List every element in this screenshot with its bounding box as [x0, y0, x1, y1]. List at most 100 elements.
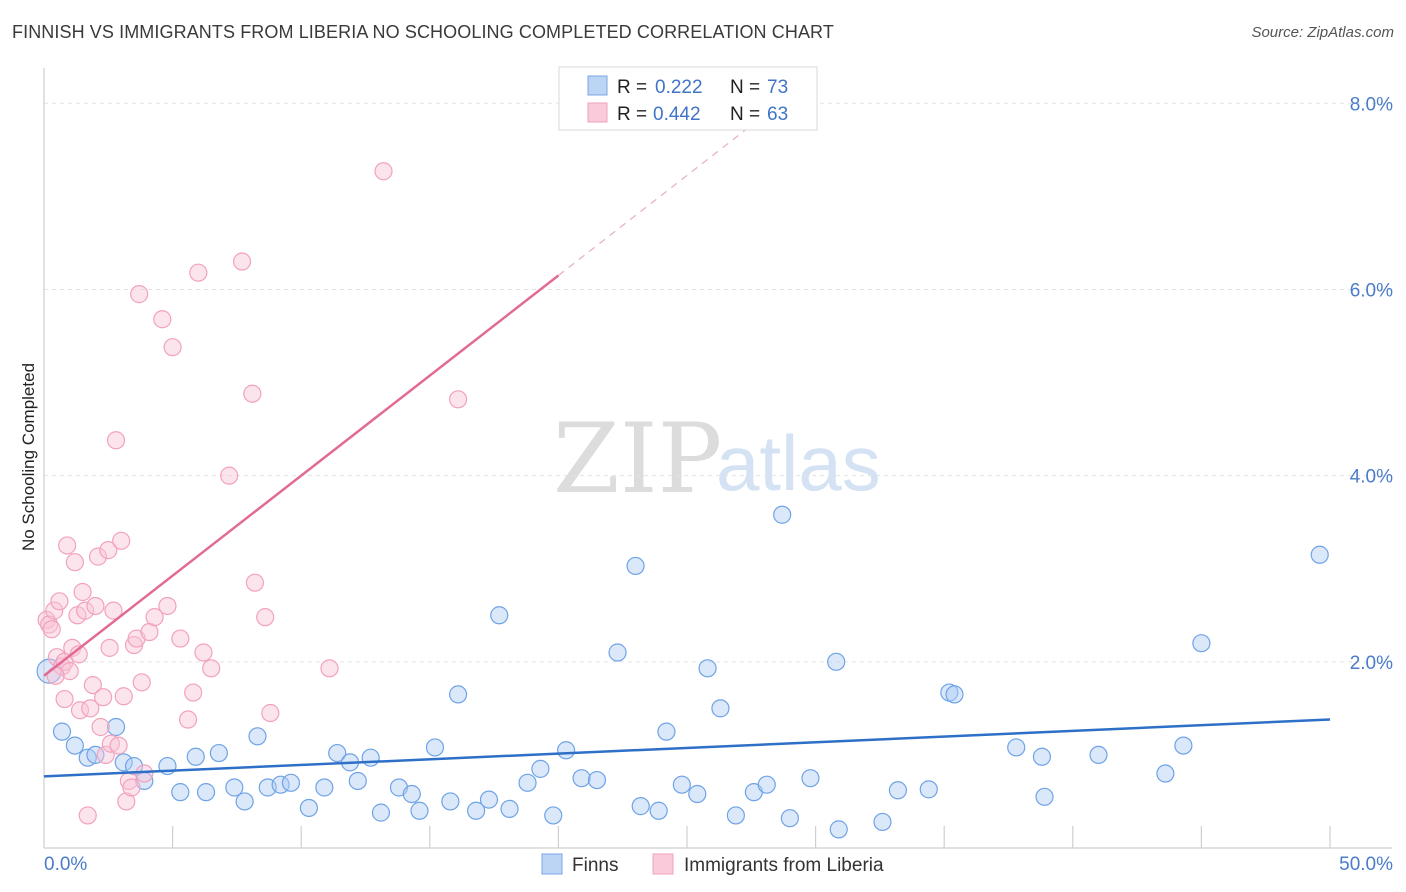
- legend-r-value-finns: 0.222: [655, 77, 703, 98]
- liberia-point: [153, 310, 172, 329]
- liberia-point: [184, 683, 203, 702]
- finns-point: [757, 775, 776, 794]
- liberia-point: [171, 629, 190, 648]
- liberia-point: [132, 673, 151, 692]
- finns-point: [410, 801, 429, 820]
- bottom-legend-swatch-finns: [541, 853, 563, 875]
- gridlines: [44, 102, 1392, 663]
- finns-point: [801, 769, 820, 788]
- liberia-point: [100, 638, 119, 657]
- series-finns: [36, 505, 1329, 839]
- liberia-point: [112, 531, 131, 550]
- finns-point: [479, 790, 499, 809]
- finns-point: [348, 771, 367, 791]
- chart-title: FINNISH VS IMMIGRANTS FROM LIBERIA NO SC…: [12, 22, 834, 42]
- legend-n-value-liberia: 63: [767, 104, 788, 125]
- legend-swatch-finns: [587, 75, 608, 96]
- finns-point: [688, 784, 707, 804]
- finns-point: [490, 606, 509, 625]
- finns-point: [106, 717, 126, 737]
- liberia-point: [78, 806, 97, 825]
- finns-point: [631, 797, 650, 816]
- finns-point: [1007, 738, 1026, 757]
- finns-point: [657, 722, 676, 741]
- finns-point: [1174, 736, 1193, 755]
- liberia-point: [163, 338, 182, 357]
- liberia-point: [45, 601, 64, 620]
- liberia-point: [83, 675, 102, 695]
- trend-lines: [43, 74, 1331, 778]
- finns-point: [315, 778, 334, 797]
- finns-point: [945, 685, 964, 704]
- y-tick-labels: 2.0% 4.0% 6.0% 8.0%: [1350, 94, 1393, 674]
- finns-point: [225, 778, 244, 797]
- finns-point: [698, 659, 717, 678]
- finns-point: [608, 643, 627, 662]
- finns-point: [829, 820, 848, 839]
- finns-point: [209, 743, 228, 763]
- x-tick-label-max: 50.0%: [1339, 854, 1393, 875]
- finns-point: [281, 773, 301, 792]
- finns-point: [1192, 634, 1211, 653]
- liberia-point: [220, 466, 239, 485]
- stats-legend: R = 0.222 N = 73 R = 0.442 N = 63: [558, 66, 818, 131]
- finns-point: [711, 699, 730, 718]
- liberia-point: [76, 601, 95, 620]
- finns-point: [186, 747, 205, 766]
- y-tick-label: 6.0%: [1350, 280, 1393, 301]
- liberia-point: [117, 792, 136, 811]
- finns-point: [52, 722, 72, 741]
- liberia-point: [194, 643, 213, 662]
- liberia-point: [178, 710, 198, 729]
- legend-swatch-liberia: [587, 102, 608, 123]
- finns-point: [402, 784, 421, 804]
- finns-point: [1310, 545, 1329, 564]
- finns-point: [888, 781, 908, 800]
- liberia-point: [320, 659, 339, 678]
- liberia-point: [88, 547, 108, 566]
- x-ticks: [172, 826, 1331, 848]
- finns-point: [1035, 787, 1054, 806]
- x-tick-label-min: 0.0%: [44, 854, 87, 875]
- liberia-point: [232, 252, 252, 271]
- liberia-point: [122, 778, 141, 797]
- y-axis-label: No Schooling Completed: [19, 363, 38, 551]
- finns-point: [726, 806, 745, 825]
- finns-point: [626, 556, 645, 576]
- legend-r-label-liberia: R =: [617, 104, 647, 125]
- legend-r-value-liberia: 0.442: [653, 104, 701, 125]
- finns-point: [500, 799, 519, 819]
- liberia-point: [261, 703, 280, 723]
- finns-point: [235, 792, 254, 811]
- liberia-point: [114, 687, 133, 706]
- liberia-point: [448, 390, 468, 409]
- finns-point: [86, 745, 105, 765]
- liberia-point: [158, 596, 177, 616]
- finns-point: [196, 783, 216, 802]
- liberia-point: [245, 573, 265, 592]
- y-tick-label: 2.0%: [1350, 653, 1393, 674]
- finns-point: [873, 812, 892, 832]
- liberia-trend-extension: [558, 74, 816, 277]
- source-label: Source: ZipAtlas.com: [1251, 24, 1394, 41]
- legend-n-label-liberia: N =: [730, 104, 760, 125]
- legend-n-value-finns: 73: [767, 77, 788, 98]
- finns-point: [1089, 745, 1108, 765]
- watermark-atlas: atlas: [716, 419, 881, 507]
- liberia-point: [189, 263, 208, 282]
- finns-point: [361, 748, 380, 767]
- finns-point: [171, 783, 190, 802]
- legend-r-label-finns: R =: [617, 77, 647, 98]
- finns-point: [773, 505, 792, 524]
- finns-trend-line: [43, 718, 1331, 778]
- finns-point: [531, 759, 550, 778]
- liberia-trend-line: [43, 274, 560, 677]
- liberia-point: [99, 541, 118, 560]
- bottom-legend-label-liberia: Immigrants from Liberia: [684, 855, 884, 876]
- finns-point: [544, 806, 563, 825]
- liberia-point: [65, 553, 84, 572]
- liberia-point: [94, 688, 113, 707]
- finns-point: [672, 775, 691, 794]
- liberia-point: [55, 689, 74, 709]
- bottom-legend-swatch-liberia: [652, 853, 674, 875]
